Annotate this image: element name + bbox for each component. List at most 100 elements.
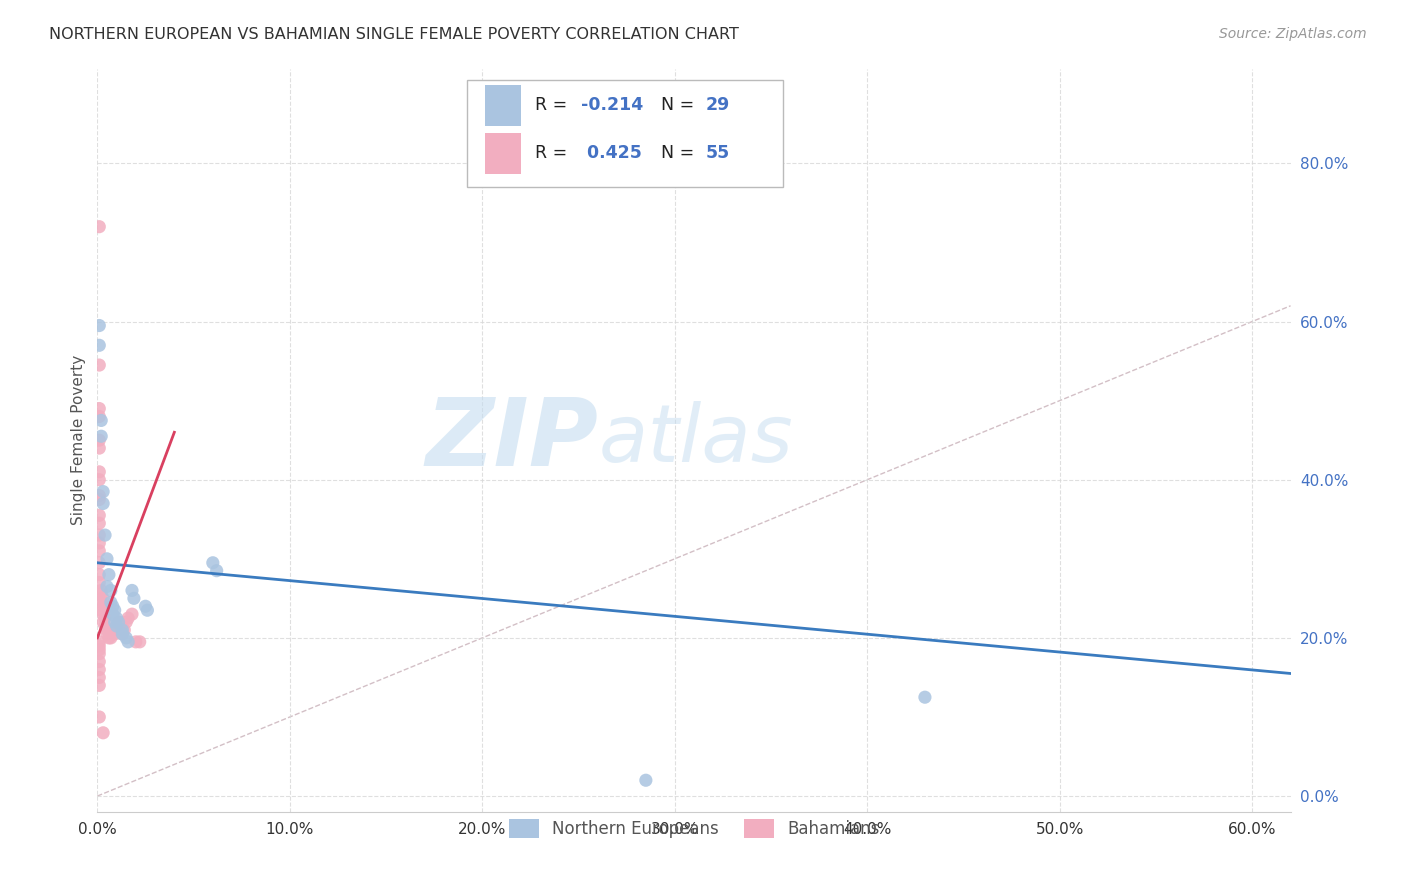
Point <box>89 516 111 531</box>
Point <box>89 358 111 372</box>
Point <box>94 619 117 633</box>
Point <box>90 595 112 609</box>
Point <box>89 536 111 550</box>
Point <box>89 528 111 542</box>
Point <box>100 631 122 645</box>
Point <box>134 599 156 614</box>
Point <box>90 587 112 601</box>
Point <box>634 773 657 788</box>
Point <box>914 690 936 705</box>
Bar <box>485 133 522 174</box>
Text: -0.214: -0.214 <box>581 96 643 114</box>
Legend: Northern Europeans, Bahamians: Northern Europeans, Bahamians <box>502 812 886 845</box>
Point <box>100 583 122 598</box>
Point <box>105 611 128 625</box>
Point <box>121 583 143 598</box>
Point <box>111 627 134 641</box>
Text: 0.425: 0.425 <box>581 145 641 162</box>
Point <box>91 615 114 629</box>
Point <box>107 615 129 629</box>
Point <box>90 603 112 617</box>
Point <box>111 627 134 641</box>
Y-axis label: Single Female Poverty: Single Female Poverty <box>72 355 86 525</box>
FancyBboxPatch shape <box>467 79 783 187</box>
Point <box>104 627 127 641</box>
Point <box>89 219 111 234</box>
Point <box>122 591 145 606</box>
Point <box>89 473 111 487</box>
Point <box>100 595 122 609</box>
Point <box>89 441 111 455</box>
Text: NORTHERN EUROPEAN VS BAHAMIAN SINGLE FEMALE POVERTY CORRELATION CHART: NORTHERN EUROPEAN VS BAHAMIAN SINGLE FEM… <box>49 27 740 42</box>
Point <box>115 631 138 645</box>
Point <box>89 710 111 724</box>
Text: Source: ZipAtlas.com: Source: ZipAtlas.com <box>1219 27 1367 41</box>
Point <box>90 429 112 443</box>
Point <box>89 318 111 333</box>
Point <box>105 619 128 633</box>
Point <box>117 611 139 625</box>
Point <box>136 603 159 617</box>
Point <box>89 567 111 582</box>
Point <box>89 678 111 692</box>
Point <box>89 492 111 507</box>
Point <box>89 544 111 558</box>
Point <box>94 528 117 542</box>
Point <box>104 603 127 617</box>
Point <box>96 551 118 566</box>
Text: atlas: atlas <box>599 401 793 479</box>
Text: 29: 29 <box>706 96 730 114</box>
Point <box>89 433 111 447</box>
Point <box>90 583 112 598</box>
Point <box>101 599 124 614</box>
Point <box>89 670 111 684</box>
Point <box>89 489 111 503</box>
Point <box>117 635 139 649</box>
Point <box>91 599 114 614</box>
Point <box>89 465 111 479</box>
Text: N =: N = <box>661 145 699 162</box>
Text: R =: R = <box>536 145 574 162</box>
Point <box>96 580 118 594</box>
Point <box>105 619 128 633</box>
Point <box>96 627 118 641</box>
Point <box>89 338 111 352</box>
Point <box>89 401 111 416</box>
Text: N =: N = <box>661 96 699 114</box>
Point <box>97 631 120 645</box>
Text: 55: 55 <box>706 145 730 162</box>
Point <box>89 655 111 669</box>
Point <box>110 619 132 633</box>
Point <box>90 413 112 427</box>
Point <box>89 508 111 523</box>
Point <box>115 615 138 629</box>
Point <box>91 607 114 622</box>
Point <box>89 409 111 424</box>
Point <box>121 607 143 622</box>
Point <box>91 726 114 740</box>
Point <box>91 496 114 510</box>
Point <box>94 611 117 625</box>
Point <box>111 623 134 637</box>
Point <box>112 623 135 637</box>
Point <box>89 635 111 649</box>
Point <box>101 607 124 622</box>
Point <box>128 635 150 649</box>
Point <box>107 615 129 629</box>
Point <box>104 615 127 629</box>
Point <box>96 623 118 637</box>
Point <box>89 639 111 653</box>
Point <box>91 484 114 499</box>
Text: R =: R = <box>536 96 574 114</box>
Point <box>205 564 228 578</box>
Point <box>91 591 114 606</box>
Point <box>89 642 111 657</box>
Point <box>89 575 111 590</box>
Point <box>89 663 111 677</box>
Point <box>125 635 148 649</box>
Point <box>97 567 120 582</box>
Point <box>89 647 111 661</box>
Bar <box>485 85 522 126</box>
Point <box>201 556 224 570</box>
Text: ZIP: ZIP <box>426 394 599 486</box>
